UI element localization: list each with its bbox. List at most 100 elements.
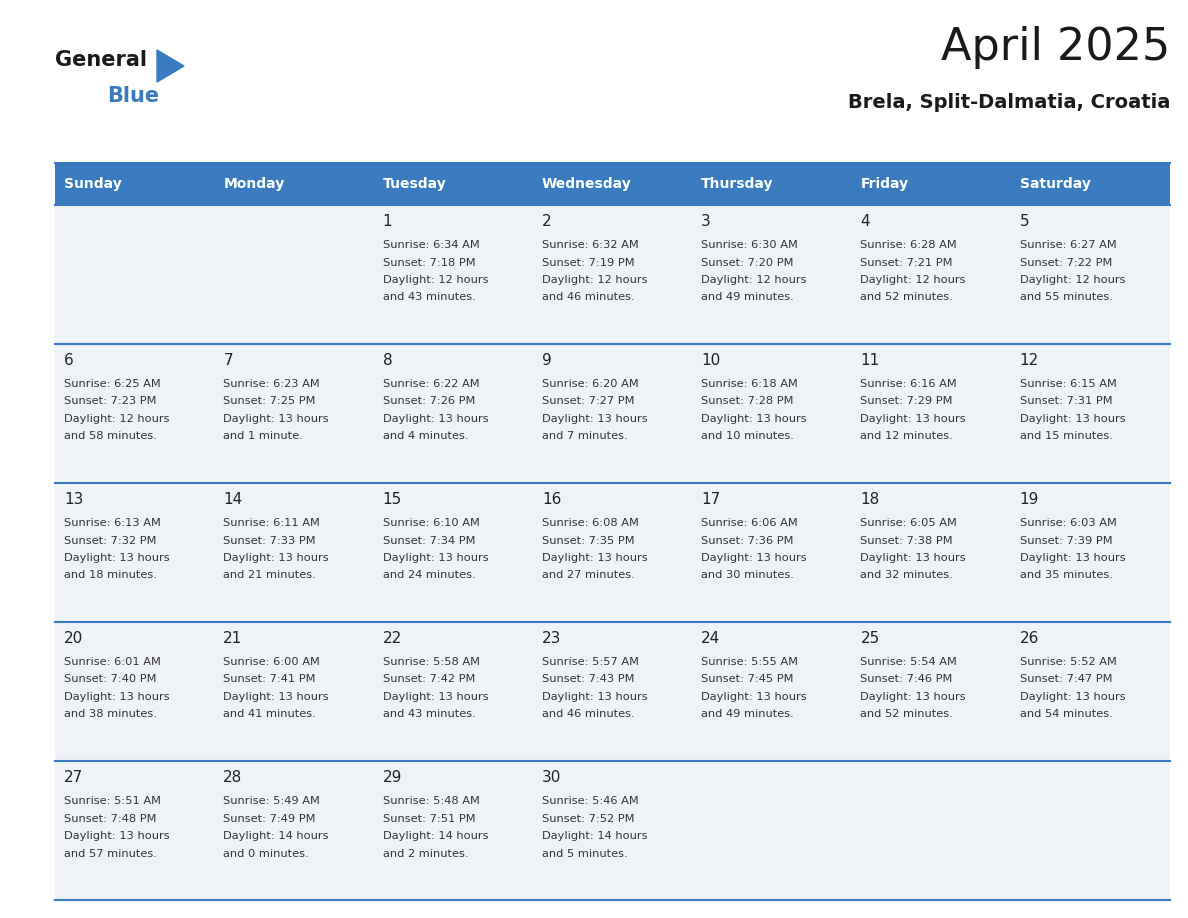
Text: Sunrise: 6:28 AM: Sunrise: 6:28 AM: [860, 240, 958, 250]
Text: Sunset: 7:18 PM: Sunset: 7:18 PM: [383, 258, 475, 267]
Text: and 1 minute.: and 1 minute.: [223, 431, 303, 442]
Text: Sunday: Sunday: [64, 177, 121, 191]
Text: 1: 1: [383, 214, 392, 229]
Bar: [1011, 163, 1170, 205]
Bar: [214, 622, 373, 761]
Bar: [693, 483, 852, 622]
Text: Sunrise: 6:11 AM: Sunrise: 6:11 AM: [223, 518, 320, 528]
Text: Sunset: 7:33 PM: Sunset: 7:33 PM: [223, 535, 316, 545]
Text: Blue: Blue: [107, 86, 159, 106]
Bar: [373, 761, 533, 900]
Text: Sunset: 7:49 PM: Sunset: 7:49 PM: [223, 813, 316, 823]
Bar: [1011, 622, 1170, 761]
Text: Sunset: 7:32 PM: Sunset: 7:32 PM: [64, 535, 157, 545]
Text: Sunrise: 6:16 AM: Sunrise: 6:16 AM: [860, 379, 958, 389]
Text: Sunrise: 6:15 AM: Sunrise: 6:15 AM: [1019, 379, 1117, 389]
Text: Sunrise: 6:03 AM: Sunrise: 6:03 AM: [1019, 518, 1117, 528]
Text: Sunset: 7:22 PM: Sunset: 7:22 PM: [1019, 258, 1112, 267]
Text: 22: 22: [383, 631, 402, 646]
Text: 19: 19: [1019, 492, 1040, 507]
Bar: [214, 344, 373, 483]
Text: and 18 minutes.: and 18 minutes.: [64, 570, 157, 580]
Text: and 46 minutes.: and 46 minutes.: [542, 710, 634, 720]
Bar: [55, 205, 214, 344]
Text: 18: 18: [860, 492, 879, 507]
Text: Daylight: 13 hours: Daylight: 13 hours: [1019, 414, 1125, 424]
Bar: [373, 163, 533, 205]
Text: Daylight: 14 hours: Daylight: 14 hours: [542, 831, 647, 841]
Text: Daylight: 13 hours: Daylight: 13 hours: [383, 692, 488, 702]
Text: Daylight: 13 hours: Daylight: 13 hours: [542, 414, 647, 424]
Text: Daylight: 12 hours: Daylight: 12 hours: [64, 414, 170, 424]
Text: Sunrise: 6:18 AM: Sunrise: 6:18 AM: [701, 379, 798, 389]
Bar: [533, 761, 693, 900]
Text: and 54 minutes.: and 54 minutes.: [1019, 710, 1112, 720]
Bar: [373, 205, 533, 344]
Bar: [214, 205, 373, 344]
Text: 24: 24: [701, 631, 720, 646]
Text: Sunset: 7:47 PM: Sunset: 7:47 PM: [1019, 675, 1112, 685]
Text: and 49 minutes.: and 49 minutes.: [701, 710, 794, 720]
Text: 4: 4: [860, 214, 870, 229]
Text: 6: 6: [64, 353, 74, 368]
Text: and 30 minutes.: and 30 minutes.: [701, 570, 794, 580]
Text: 20: 20: [64, 631, 83, 646]
Text: Sunset: 7:27 PM: Sunset: 7:27 PM: [542, 397, 634, 407]
Text: Sunrise: 6:10 AM: Sunrise: 6:10 AM: [383, 518, 480, 528]
Text: Sunrise: 5:51 AM: Sunrise: 5:51 AM: [64, 796, 162, 806]
Text: Sunrise: 6:01 AM: Sunrise: 6:01 AM: [64, 657, 160, 667]
Text: Sunrise: 6:34 AM: Sunrise: 6:34 AM: [383, 240, 479, 250]
Bar: [533, 622, 693, 761]
Text: Sunset: 7:31 PM: Sunset: 7:31 PM: [1019, 397, 1112, 407]
Text: Daylight: 13 hours: Daylight: 13 hours: [223, 692, 329, 702]
Text: Tuesday: Tuesday: [383, 177, 447, 191]
Text: Sunrise: 5:49 AM: Sunrise: 5:49 AM: [223, 796, 320, 806]
Text: Sunrise: 6:25 AM: Sunrise: 6:25 AM: [64, 379, 160, 389]
Text: Daylight: 13 hours: Daylight: 13 hours: [860, 414, 966, 424]
Text: Sunrise: 6:00 AM: Sunrise: 6:00 AM: [223, 657, 320, 667]
Bar: [214, 163, 373, 205]
Text: Brela, Split-Dalmatia, Croatia: Brela, Split-Dalmatia, Croatia: [847, 93, 1170, 112]
Bar: [55, 483, 214, 622]
Text: Sunset: 7:52 PM: Sunset: 7:52 PM: [542, 813, 634, 823]
Bar: [693, 344, 852, 483]
Text: General: General: [55, 50, 147, 70]
Text: 28: 28: [223, 770, 242, 785]
Text: Daylight: 12 hours: Daylight: 12 hours: [860, 275, 966, 285]
Text: 15: 15: [383, 492, 402, 507]
Text: Sunrise: 6:13 AM: Sunrise: 6:13 AM: [64, 518, 160, 528]
Bar: [533, 163, 693, 205]
Text: Sunset: 7:51 PM: Sunset: 7:51 PM: [383, 813, 475, 823]
Bar: [373, 344, 533, 483]
Bar: [214, 761, 373, 900]
Text: Sunrise: 5:58 AM: Sunrise: 5:58 AM: [383, 657, 480, 667]
Text: and 57 minutes.: and 57 minutes.: [64, 848, 157, 858]
Text: 3: 3: [701, 214, 710, 229]
Bar: [55, 163, 214, 205]
Bar: [55, 622, 214, 761]
Text: Daylight: 13 hours: Daylight: 13 hours: [701, 414, 807, 424]
Text: and 2 minutes.: and 2 minutes.: [383, 848, 468, 858]
Bar: [852, 163, 1011, 205]
Text: and 43 minutes.: and 43 minutes.: [383, 293, 475, 303]
Text: Daylight: 12 hours: Daylight: 12 hours: [542, 275, 647, 285]
Bar: [373, 622, 533, 761]
Text: Daylight: 13 hours: Daylight: 13 hours: [701, 553, 807, 563]
Text: Sunset: 7:36 PM: Sunset: 7:36 PM: [701, 535, 794, 545]
Bar: [852, 483, 1011, 622]
Text: and 52 minutes.: and 52 minutes.: [860, 710, 953, 720]
Text: and 27 minutes.: and 27 minutes.: [542, 570, 634, 580]
Bar: [533, 483, 693, 622]
Text: and 58 minutes.: and 58 minutes.: [64, 431, 157, 442]
Text: and 38 minutes.: and 38 minutes.: [64, 710, 157, 720]
Text: Sunset: 7:40 PM: Sunset: 7:40 PM: [64, 675, 157, 685]
Text: 26: 26: [1019, 631, 1040, 646]
Text: 17: 17: [701, 492, 720, 507]
Text: Daylight: 13 hours: Daylight: 13 hours: [223, 553, 329, 563]
Text: Daylight: 12 hours: Daylight: 12 hours: [383, 275, 488, 285]
Text: Daylight: 13 hours: Daylight: 13 hours: [542, 692, 647, 702]
Text: Sunrise: 5:48 AM: Sunrise: 5:48 AM: [383, 796, 480, 806]
Text: Sunrise: 6:08 AM: Sunrise: 6:08 AM: [542, 518, 639, 528]
Text: 9: 9: [542, 353, 551, 368]
Text: 14: 14: [223, 492, 242, 507]
